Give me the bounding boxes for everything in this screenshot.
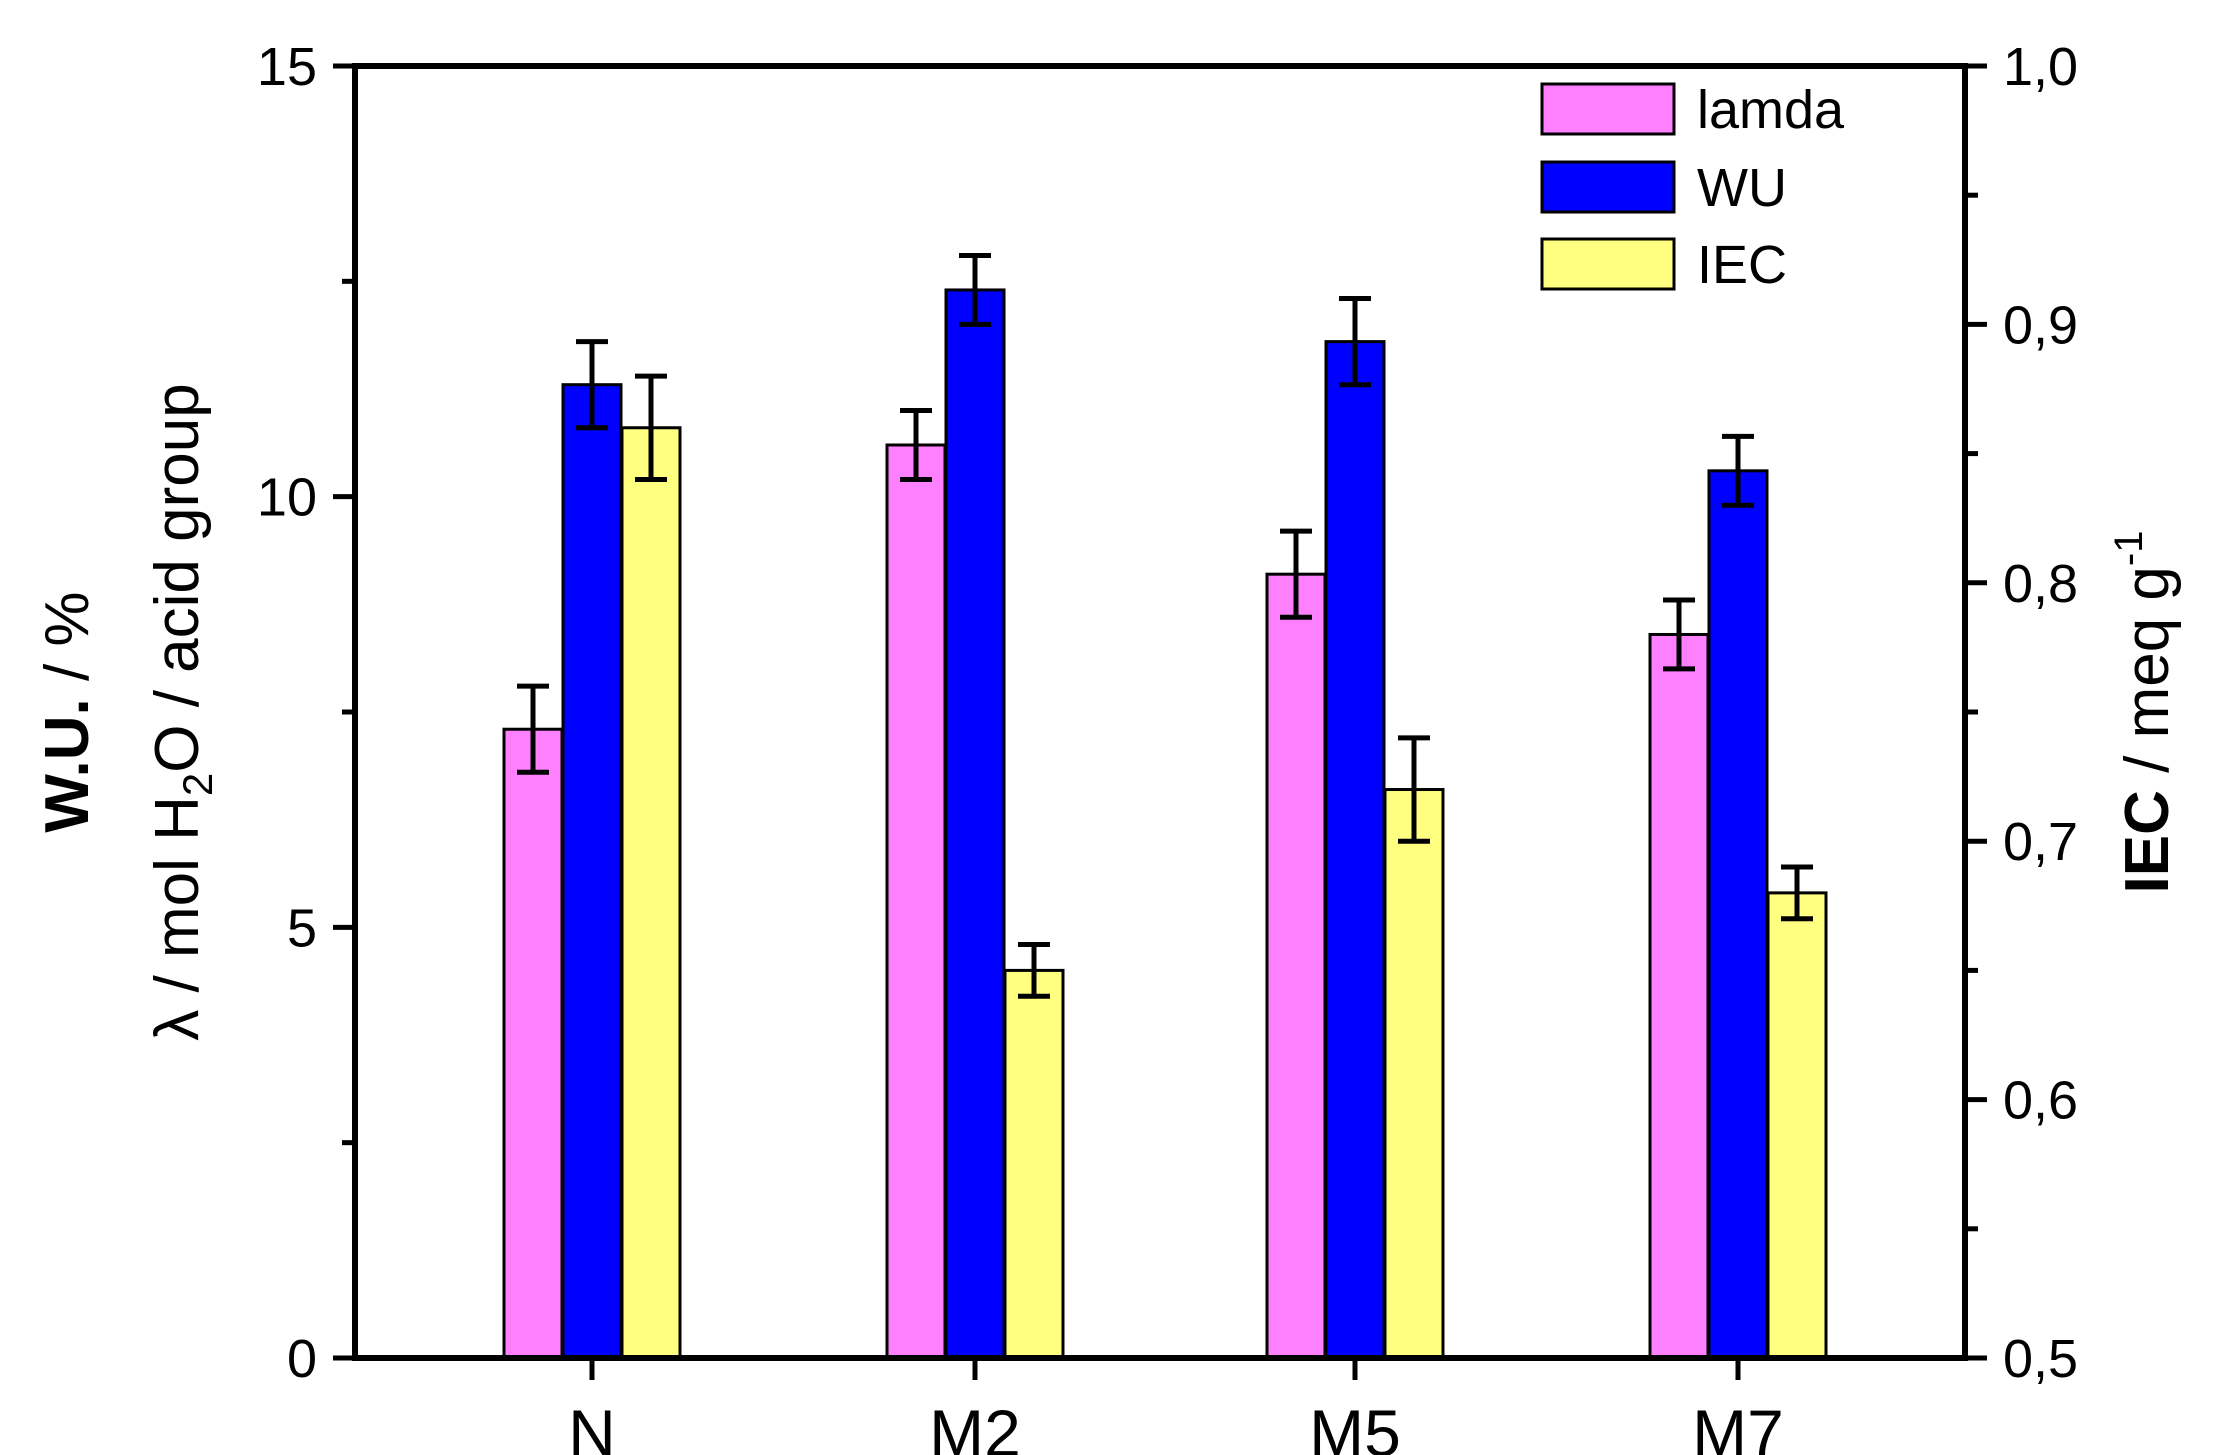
right-tick-label: 0,6 [2003,1071,2078,1131]
bar-lamda-m7 [1648,632,1710,1360]
legend-swatch-wu [1540,160,1676,214]
x-tick-label-m7: M7 [1692,1396,1784,1455]
right-tick-label: 1,0 [2003,37,2078,97]
bar-wu-n [561,383,623,1360]
x-tick-label-n: N [568,1396,616,1455]
x-tick-label-m2: M2 [929,1396,1021,1455]
x-tick-label-m5: M5 [1309,1396,1401,1455]
left-tick-label: 15 [257,37,317,97]
error-bar-layer [517,252,1813,999]
bar-lamda-n [502,727,564,1360]
legend-swatch-lamda [1540,82,1676,136]
legend: lamda WU IEC [1540,80,1845,295]
left-tick-label: 10 [257,468,317,528]
bar-iec-n [620,426,682,1360]
bar-iec-m2 [1003,968,1065,1360]
right-tick-label: 0,7 [2003,812,2078,872]
bar-wu-m7 [1707,469,1769,1360]
bar-iec-m7 [1766,891,1828,1360]
bar-iec-m5 [1383,788,1445,1360]
left-tick-label: 5 [287,898,317,958]
bar-lamda-m2 [885,443,947,1360]
right-axis-title: IEC / meq g-1 [2107,531,2182,894]
legend-label-wu: WU [1697,158,1787,218]
right-tick-label: 0,8 [2003,554,2078,614]
label-layer: N M2 M5 M7 0 5 10 15 0,5 0,6 0,7 0,8 0,9 1,0 [257,37,2078,1455]
legend-label-lamda: lamda [1697,80,1845,140]
legend-label-iec: IEC [1697,235,1787,295]
bar-wu-m2 [944,288,1006,1360]
bar-lamda-m5 [1265,572,1327,1360]
right-tick-label: 0,9 [2003,295,2078,355]
tick-layer [333,63,1987,1380]
left-axis-title: W.U. / % [33,591,102,832]
bar-wu-m5 [1324,340,1386,1360]
left-axis-subtitle: λ / mol H2O / acid group [143,383,221,1040]
legend-swatch-iec [1540,237,1676,291]
left-tick-label: 0 [287,1329,317,1389]
right-tick-label: 0,5 [2003,1329,2078,1389]
